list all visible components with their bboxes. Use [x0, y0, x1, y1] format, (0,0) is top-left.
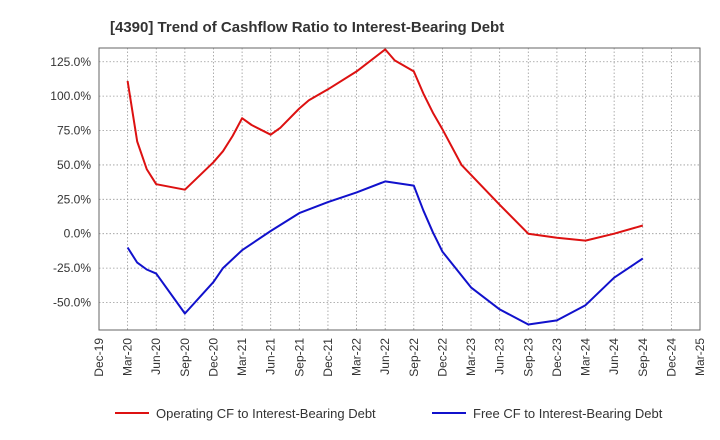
x-tick-label: Dec-19: [92, 338, 106, 377]
y-tick-label: 50.0%: [57, 158, 91, 172]
y-tick-label: 125.0%: [50, 55, 91, 69]
x-tick-label: Dec-23: [550, 338, 564, 377]
x-tick-label: Jun-21: [264, 338, 278, 375]
series-line-1: [126, 48, 644, 242]
y-tick-label: 0.0%: [64, 227, 92, 241]
y-tick-label: -50.0%: [53, 295, 91, 309]
x-tick-label: Sep-22: [407, 338, 421, 377]
x-tick-label: Sep-24: [636, 338, 650, 377]
x-tick-label: Sep-23: [521, 338, 535, 377]
x-tick-label: Jun-20: [149, 338, 163, 375]
y-tick-label: 25.0%: [57, 192, 91, 206]
x-tick-label: Sep-21: [292, 338, 306, 377]
y-tick-label: 100.0%: [50, 89, 91, 103]
legend-label-2: Free CF to Interest-Bearing Debt: [473, 406, 663, 421]
plot-border: [98, 47, 701, 331]
plot-background: [99, 48, 700, 330]
x-tick-label: Dec-22: [435, 338, 449, 377]
chart-title: [4390] Trend of Cashflow Ratio to Intere…: [110, 19, 504, 36]
y-tick-label: -25.0%: [53, 261, 91, 275]
x-tick-label: Mar-23: [464, 338, 478, 376]
y-tick-label: 75.0%: [57, 124, 91, 138]
x-tick-label: Dec-20: [206, 338, 220, 377]
plot-area: Dec-19 Mar-20 Jun-20 Sep-20 Dec-20 Mar-21 Jun-…: [50, 47, 707, 377]
x-tick-label: Mar-21: [235, 338, 249, 376]
x-tick-label: Mar-22: [350, 338, 364, 376]
x-tick-label: Mar-25: [693, 338, 707, 376]
x-tick-label: Dec-24: [664, 338, 678, 377]
series-line-2: [126, 180, 644, 326]
x-tick-label: Jun-22: [378, 338, 392, 375]
legend-label-1: Operating CF to Interest-Bearing Debt: [156, 406, 376, 421]
legend: Operating CF to Interest-Bearing Debt Fre…: [115, 406, 663, 421]
x-tick-label: Mar-24: [579, 338, 593, 376]
x-tick-label: Sep-20: [178, 338, 192, 377]
x-tick-label: Jun-23: [493, 338, 507, 375]
x-tick-label: Mar-20: [121, 338, 135, 376]
x-tick-label: Jun-24: [607, 338, 621, 375]
x-tick-label: Dec-21: [321, 338, 335, 377]
